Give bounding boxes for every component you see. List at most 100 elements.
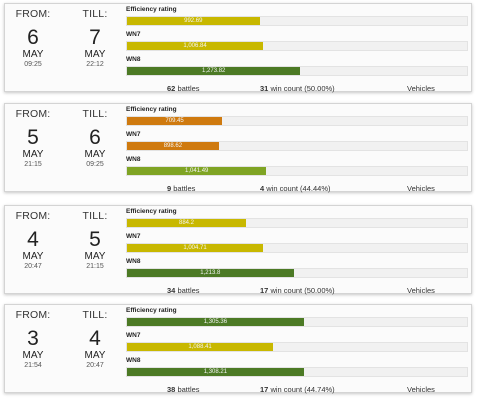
vehicles-link[interactable]: Vehicles xyxy=(407,184,435,193)
from-month: MAY xyxy=(22,49,44,60)
efficiency-label: Efficiency rating xyxy=(126,208,177,215)
wn7-label: WN7 xyxy=(126,233,141,240)
wn7-label: WN7 xyxy=(126,131,141,138)
from-month: MAY xyxy=(22,350,44,361)
wins-number: 17 xyxy=(260,385,269,394)
till-label: TILL: xyxy=(82,309,108,321)
from-date: FROM: 3 MAY 21:54 xyxy=(5,309,61,370)
wn7-value: 898.62 xyxy=(163,143,183,149)
from-time: 21:15 xyxy=(24,161,42,168)
efficiency-value: 709.45 xyxy=(165,118,184,124)
till-date: TILL: 7 MAY 22:12 xyxy=(67,8,123,69)
till-time: 21:15 xyxy=(86,263,104,270)
from-label: FROM: xyxy=(15,8,51,20)
from-label: FROM: xyxy=(15,108,51,120)
win-count: 17 win count (50.00%) xyxy=(260,286,335,295)
wn8-bar: 1,308.21 xyxy=(127,368,304,376)
from-date: FROM: 6 MAY 09:25 xyxy=(5,8,61,69)
till-day: 6 xyxy=(89,126,101,149)
win-rate: (44.74%) xyxy=(304,385,335,394)
wn7-bar: 1,006.84 xyxy=(127,42,263,50)
from-day: 3 xyxy=(27,327,39,350)
wins-number: 17 xyxy=(260,286,269,295)
efficiency-bar: 1,305.36 xyxy=(127,318,304,326)
rating-metrics: Efficiency rating 709.45 WN7 898.62 WN8 xyxy=(126,106,472,181)
till-month: MAY xyxy=(84,251,106,262)
wn8-bar: 1,041.49 xyxy=(127,167,267,175)
efficiency-label: Efficiency rating xyxy=(126,307,177,314)
wn7-track: 898.62 xyxy=(126,141,468,151)
from-day: 6 xyxy=(27,26,39,49)
rating-metrics: Efficiency rating 884.2 WN7 1,004.71 WN8 xyxy=(126,208,472,283)
wn8-track: 1,273.82 xyxy=(126,66,468,76)
battles-number: 34 xyxy=(167,286,176,295)
wn8-track: 1,308.21 xyxy=(126,367,468,377)
wn8-track: 1,213.8 xyxy=(126,268,468,278)
battles-count: 9 battles xyxy=(167,184,195,193)
efficiency-rating: Efficiency rating 884.2 xyxy=(126,208,472,233)
vehicles-link[interactable]: Vehicles xyxy=(407,286,435,295)
wn8-value: 1,308.21 xyxy=(203,369,228,375)
till-month: MAY xyxy=(84,49,106,60)
wn7-value: 1,088.41 xyxy=(188,344,212,350)
till-label: TILL: xyxy=(82,8,108,20)
wn7-bar: 898.62 xyxy=(127,142,219,150)
wn8-value: 1,041.49 xyxy=(185,168,209,174)
till-time: 20:47 xyxy=(86,362,104,369)
efficiency-label: Efficiency rating xyxy=(126,106,177,113)
till-day: 5 xyxy=(89,228,101,251)
till-time: 09:25 xyxy=(86,161,104,168)
wn8-value: 1,213.8 xyxy=(200,270,221,276)
battles-number: 38 xyxy=(167,385,176,394)
efficiency-value: 992.69 xyxy=(184,18,203,24)
efficiency-rating: Efficiency rating 1,305.36 xyxy=(126,307,472,332)
wn8-track: 1,041.49 xyxy=(126,166,468,176)
from-day: 4 xyxy=(27,228,39,251)
wn8-rating: WN8 1,041.49 xyxy=(126,156,472,181)
wn8-label: WN8 xyxy=(126,56,141,63)
wn8-rating: WN8 1,213.8 xyxy=(126,258,472,283)
battles-number: 9 xyxy=(167,184,172,193)
battles-number: 62 xyxy=(167,84,176,93)
from-date: FROM: 4 MAY 20:47 xyxy=(5,210,61,271)
from-time: 21:54 xyxy=(24,362,42,369)
wn7-track: 1,006.84 xyxy=(126,41,468,51)
till-time: 22:12 xyxy=(86,61,104,68)
session-card: FROM: 6 MAY 09:25 TILL: 7 MAY 22:12 Effi… xyxy=(4,3,472,93)
wn8-label: WN8 xyxy=(126,258,141,265)
efficiency-rating: Efficiency rating 992.69 xyxy=(126,6,472,31)
wins-suffix: win count xyxy=(270,84,303,93)
win-rate: (50.00%) xyxy=(304,84,335,93)
battles-count: 34 battles xyxy=(167,286,200,295)
vehicles-link[interactable]: Vehicles xyxy=(407,385,435,394)
wn8-value: 1,273.82 xyxy=(202,68,226,74)
till-date: TILL: 6 MAY 09:25 xyxy=(67,108,123,169)
from-month: MAY xyxy=(22,251,44,262)
session-card: FROM: 5 MAY 21:15 TILL: 6 MAY 09:25 Effi… xyxy=(4,103,472,193)
vehicles-link[interactable]: Vehicles xyxy=(407,84,435,93)
efficiency-track: 992.69 xyxy=(126,16,468,26)
wn7-rating: WN7 1,088.41 xyxy=(126,332,472,357)
wn8-bar: 1,213.8 xyxy=(127,269,294,277)
battles-count: 62 battles xyxy=(167,84,200,93)
wins-number: 31 xyxy=(260,84,269,93)
win-rate: (44.44%) xyxy=(300,184,331,193)
wn7-label: WN7 xyxy=(126,31,141,38)
efficiency-value: 1,305.36 xyxy=(203,319,228,325)
wins-number: 4 xyxy=(260,184,265,193)
from-label: FROM: xyxy=(15,309,51,321)
session-card: FROM: 3 MAY 21:54 TILL: 4 MAY 20:47 Effi… xyxy=(4,304,472,394)
wn8-label: WN8 xyxy=(126,156,141,163)
wn7-bar: 1,088.41 xyxy=(127,343,274,351)
from-label: FROM: xyxy=(15,210,51,222)
from-day: 5 xyxy=(27,126,39,149)
efficiency-bar: 992.69 xyxy=(127,17,260,25)
rating-metrics: Efficiency rating 1,305.36 WN7 1,088.41 … xyxy=(126,307,472,382)
win-count: 17 win count (44.74%) xyxy=(260,385,335,394)
till-day: 7 xyxy=(89,26,101,49)
wn7-rating: WN7 1,004.71 xyxy=(126,233,472,258)
win-count: 4 win count (44.44%) xyxy=(260,184,330,193)
wins-suffix: win count xyxy=(270,286,303,295)
battles-suffix: battles xyxy=(177,286,200,295)
